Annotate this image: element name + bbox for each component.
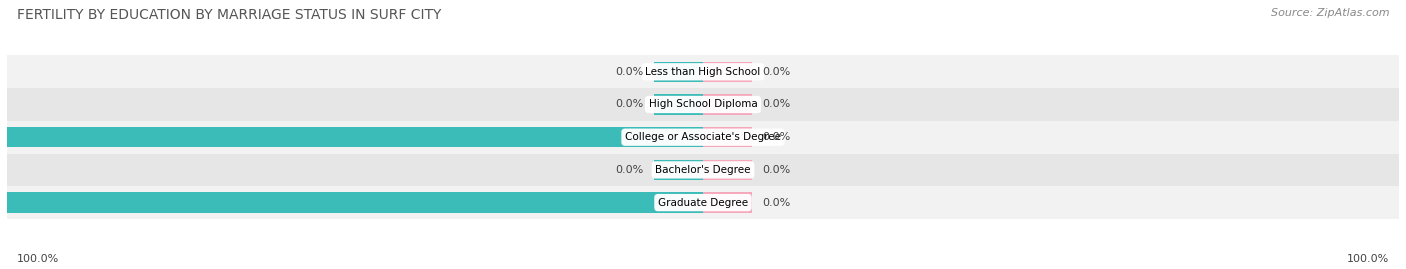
Bar: [703, 127, 752, 147]
Text: 0.0%: 0.0%: [616, 165, 644, 175]
Text: Graduate Degree: Graduate Degree: [658, 198, 748, 208]
Bar: [703, 62, 752, 82]
Text: 0.0%: 0.0%: [762, 67, 790, 77]
Text: 0.0%: 0.0%: [616, 67, 644, 77]
Bar: [7, 127, 703, 147]
Bar: [654, 62, 703, 82]
Text: 100.0%: 100.0%: [17, 254, 59, 264]
Text: Source: ZipAtlas.com: Source: ZipAtlas.com: [1271, 8, 1389, 18]
Bar: [7, 154, 1399, 186]
Bar: [703, 160, 752, 180]
Bar: [703, 192, 752, 213]
Text: High School Diploma: High School Diploma: [648, 100, 758, 109]
Bar: [7, 121, 1399, 154]
Text: 0.0%: 0.0%: [616, 100, 644, 109]
Text: FERTILITY BY EDUCATION BY MARRIAGE STATUS IN SURF CITY: FERTILITY BY EDUCATION BY MARRIAGE STATU…: [17, 8, 441, 22]
Bar: [654, 94, 703, 115]
Text: College or Associate's Degree: College or Associate's Degree: [626, 132, 780, 142]
Bar: [7, 55, 1399, 88]
Bar: [703, 94, 752, 115]
Text: Bachelor's Degree: Bachelor's Degree: [655, 165, 751, 175]
Bar: [7, 186, 1399, 219]
Text: 100.0%: 100.0%: [1347, 254, 1389, 264]
Text: Less than High School: Less than High School: [645, 67, 761, 77]
Text: 0.0%: 0.0%: [762, 198, 790, 208]
Text: 0.0%: 0.0%: [762, 132, 790, 142]
Bar: [7, 88, 1399, 121]
Bar: [654, 160, 703, 180]
Bar: [7, 192, 703, 213]
Text: 0.0%: 0.0%: [762, 165, 790, 175]
Text: 0.0%: 0.0%: [762, 100, 790, 109]
